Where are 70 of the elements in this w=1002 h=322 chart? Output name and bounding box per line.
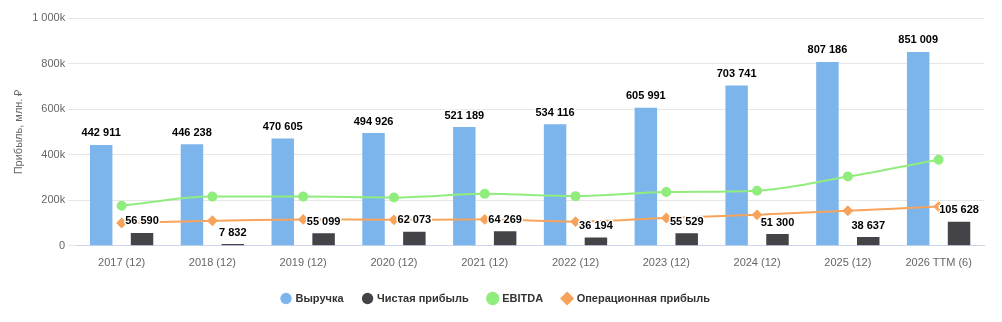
bar [130,232,154,246]
x-tick-label: 2023 (12) [642,256,690,269]
point [570,191,581,202]
bar [312,233,335,246]
x-tick-label: 2025 (12) [824,256,872,269]
bar [453,127,476,246]
x-tick-label: 2017 (12) [98,256,146,269]
point [570,216,581,227]
data-label: 36 194 [579,219,614,232]
data-label: 38 637 [851,218,886,231]
bar [180,144,204,246]
bar [403,231,426,246]
bar [906,51,930,246]
bar [725,85,748,246]
y-tick-label: 400k [41,147,66,160]
bar [89,144,113,246]
legend-label: Выручка [295,291,345,304]
legend-label: Операционная прибыль [576,291,711,304]
point [842,205,853,216]
data-label: 7 832 [219,225,247,238]
bar [634,107,658,246]
data-label: 470 605 [262,120,303,133]
y-tick-label: 600k [41,102,66,115]
x-tick-label: 2020 (12) [370,256,418,269]
bar [362,133,385,246]
data-label: 55 529 [669,214,704,227]
point [752,185,763,196]
legend-label: EBITDA [502,291,544,304]
point [933,154,944,165]
bar [675,233,698,246]
point [842,171,853,182]
y-tick-label: 200k [41,193,66,206]
data-label: 534 116 [535,105,575,118]
bar [766,234,789,246]
bar [493,231,517,246]
x-tick-label: 2026 TTM (6) [905,256,972,269]
data-label: 442 911 [81,126,121,139]
bar [271,138,294,246]
y-axis-title: Прибыль, млн. ₽ [11,89,24,175]
point [752,209,763,220]
y-tick-label: 1 000k [32,11,66,24]
data-label: 521 189 [444,108,485,121]
bar [947,221,971,246]
x-tick-label: 2018 (12) [188,256,236,269]
data-label: 851 009 [898,33,939,46]
point [479,188,490,199]
point [207,191,218,202]
data-label: 446 238 [172,125,212,138]
point [388,192,399,203]
data-label: 807 186 [807,43,848,56]
point [661,187,672,198]
data-label: 703 741 [716,67,757,80]
bar [816,61,839,246]
x-tick-label: 2021 (12) [461,256,509,269]
legend-label: Чистая прибыль [377,291,469,304]
data-label: 51 300 [760,215,795,228]
data-label: 494 926 [353,114,394,127]
y-tick-label: 0 [59,238,66,251]
data-label: 605 991 [625,89,666,102]
data-label: 55 099 [306,214,341,227]
bar [543,124,567,246]
x-tick-label: 2019 (12) [279,256,327,269]
bar [857,237,880,246]
y-tick-label: 800k [41,56,66,69]
x-tick-label: 2022 (12) [551,256,600,269]
point [298,191,309,202]
point [116,200,127,211]
data-label: 105 628 [939,203,979,216]
x-tick-label: 2024 (12) [733,256,781,269]
point [207,215,218,226]
